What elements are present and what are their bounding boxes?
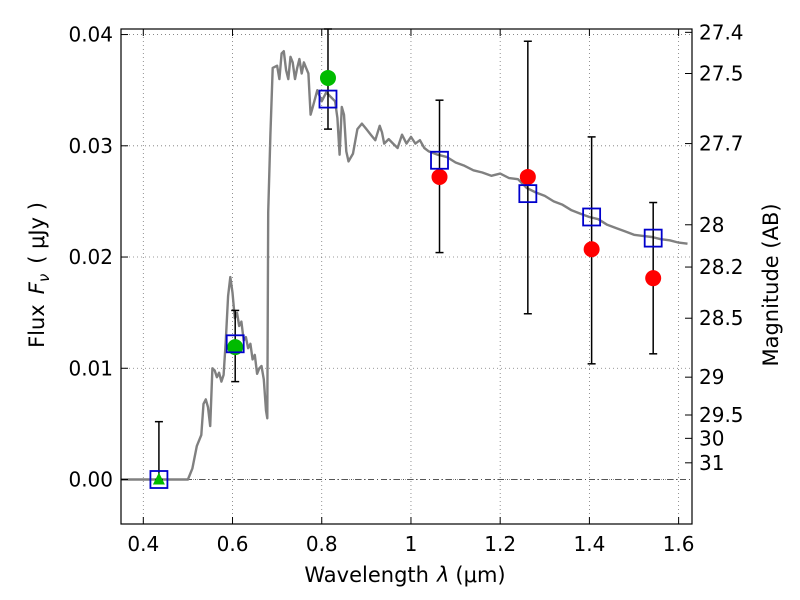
hst-nir-point bbox=[583, 241, 600, 258]
x-tick-label: 1.4 bbox=[573, 532, 605, 556]
y-tick-label: 0.02 bbox=[68, 245, 113, 269]
x-tick-label: 1 bbox=[405, 532, 418, 556]
y-tick-label: 0.01 bbox=[68, 356, 113, 380]
hst-nir-point bbox=[519, 168, 536, 185]
magnitude-tick-label: 28.2 bbox=[699, 255, 744, 279]
y-tick-label: 0.03 bbox=[68, 134, 113, 158]
model-bandpass-marker bbox=[582, 207, 602, 227]
magnitude-tick-label: 27.7 bbox=[699, 132, 744, 156]
model-sed-line bbox=[121, 50, 688, 481]
ticks: 0.4 0.6 0.8 1 1.2 1.4 1.6 0.00 0.01 0.02 0.03 0.04 2… bbox=[68, 20, 743, 556]
model-bandpass-marker bbox=[643, 228, 663, 248]
magnitude-tick-label: 30 bbox=[699, 426, 724, 450]
x-tick-label: 1.2 bbox=[484, 532, 516, 556]
magnitude-tick-label: 28.5 bbox=[699, 306, 744, 330]
series-layer bbox=[121, 50, 688, 481]
x-axis-label: Wavelength λ (μm) bbox=[304, 563, 505, 587]
magnitude-tick-label: 29 bbox=[699, 365, 724, 389]
hst-nir-point bbox=[645, 270, 662, 287]
model-bandpass-marker bbox=[225, 334, 245, 354]
model-bandpass-marker bbox=[518, 184, 538, 204]
y-tick-label: 0.04 bbox=[68, 23, 113, 47]
hst-nir-point bbox=[431, 168, 448, 185]
x-tick-label: 0.6 bbox=[217, 532, 249, 556]
plot-frame bbox=[120, 28, 693, 525]
hst-optical-point bbox=[319, 69, 336, 86]
y-tick-label: 0.00 bbox=[68, 468, 113, 492]
hst-optical-point bbox=[227, 339, 244, 356]
upper-limit-marker bbox=[152, 472, 165, 485]
magnitude-tick-label: 28 bbox=[699, 213, 724, 237]
markers bbox=[149, 69, 663, 489]
grid bbox=[121, 29, 692, 524]
right-axis-label: Magnitude (AB) bbox=[759, 203, 783, 366]
x-tick-label: 1.6 bbox=[663, 532, 695, 556]
x-tick-label: 0.4 bbox=[127, 532, 159, 556]
model-bandpass-marker bbox=[149, 470, 169, 489]
magnitude-tick-label: 27.4 bbox=[699, 20, 744, 44]
magnitude-tick-label: 31 bbox=[699, 451, 724, 475]
y-axis-label: FluxFν( μJy ) bbox=[25, 202, 53, 348]
magnitude-tick-label: 27.5 bbox=[699, 61, 744, 85]
model-bandpass-marker bbox=[318, 89, 338, 109]
x-tick-label: 0.8 bbox=[306, 532, 338, 556]
model-bandpass-marker bbox=[430, 150, 449, 170]
magnitude-tick-label: 29.5 bbox=[699, 403, 744, 427]
